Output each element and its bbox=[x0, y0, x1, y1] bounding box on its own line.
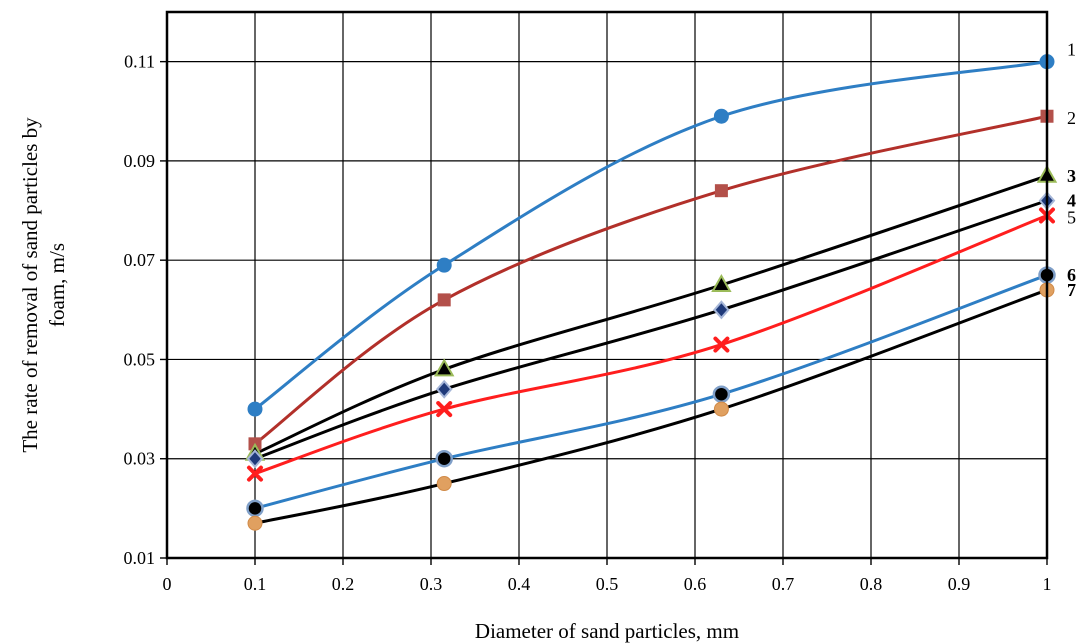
x-tick-label: 0.2 bbox=[332, 574, 355, 594]
series-1-line bbox=[253, 60, 1049, 411]
y-tick-label: 0.03 bbox=[124, 449, 156, 469]
series-7-label: 7 bbox=[1067, 280, 1076, 300]
series-7-line bbox=[253, 288, 1049, 525]
y-tick-label: 0.11 bbox=[124, 52, 155, 72]
y-tick-label: 0.07 bbox=[124, 250, 156, 270]
series-7-point bbox=[713, 401, 729, 417]
series-4-point bbox=[435, 379, 453, 399]
x-tick-label: 0.6 bbox=[684, 574, 707, 594]
series-2-label: 2 bbox=[1067, 108, 1076, 128]
x-tick-label: 0.8 bbox=[860, 574, 883, 594]
x-tick-label: 0.9 bbox=[948, 574, 971, 594]
y-tick-labels: 0.01 0.03 0.05 0.07 0.09 0.11 bbox=[124, 52, 156, 568]
series-3-point bbox=[433, 358, 455, 377]
y-axis-title-line-1: The rate of removal of sand particles by bbox=[18, 117, 42, 453]
series-5-point bbox=[713, 336, 730, 353]
series-6-label: 6 bbox=[1067, 265, 1076, 285]
series-5-point bbox=[247, 465, 263, 482]
series-6-line bbox=[253, 273, 1049, 510]
series-2-line bbox=[253, 114, 1049, 446]
x-tick-label: 0.3 bbox=[420, 574, 443, 594]
series-7-point bbox=[436, 476, 452, 492]
series-4-point bbox=[246, 449, 264, 469]
series-6-point bbox=[712, 385, 731, 403]
series-1-point bbox=[713, 108, 729, 124]
y-tick-label: 0.05 bbox=[124, 349, 156, 369]
series-4-line bbox=[253, 199, 1049, 461]
x-tick-label: 0.4 bbox=[508, 574, 531, 594]
x-tick-label: 0.7 bbox=[772, 574, 795, 594]
series-3-point bbox=[711, 273, 732, 292]
series-3-label: 3 bbox=[1067, 166, 1076, 186]
series-5-point-stroke bbox=[713, 336, 730, 353]
x-tick-label: 0.1 bbox=[244, 574, 267, 594]
y-axis-title-line-2: foam, m/s bbox=[45, 243, 69, 327]
series-5-point-stroke bbox=[436, 401, 453, 418]
plot-area-frame bbox=[165, 10, 1049, 560]
series-4-point bbox=[713, 300, 730, 320]
series-1-point bbox=[436, 257, 452, 273]
series-2-point bbox=[714, 184, 728, 198]
series-curves bbox=[253, 60, 1049, 525]
grid bbox=[160, 12, 1048, 565]
series-6-point bbox=[246, 499, 264, 518]
x-tick-label: 0.5 bbox=[596, 574, 619, 594]
series-markers bbox=[244, 54, 1058, 531]
series-2-point bbox=[437, 293, 451, 307]
x-tick-label: 1 bbox=[1043, 574, 1052, 594]
y-tick-label: 0.01 bbox=[124, 548, 156, 568]
x-tick-labels: 0 0.1 0.2 0.3 0.4 0.5 0.6 0.7 0.8 0.9 1 bbox=[163, 574, 1052, 594]
series-7-point bbox=[247, 515, 263, 531]
series-1-point bbox=[247, 401, 263, 417]
y-tick-label: 0.09 bbox=[124, 151, 156, 171]
y-axis-title: The rate of removal of sand particles by… bbox=[18, 117, 69, 453]
series-6-point bbox=[435, 449, 453, 468]
series-5-line bbox=[253, 214, 1049, 476]
series-4-label: 4 bbox=[1067, 191, 1076, 211]
series-5-label: 5 bbox=[1067, 208, 1076, 228]
series-5-point-stroke bbox=[247, 465, 263, 482]
series-5-point bbox=[436, 401, 453, 418]
x-axis-title: Diameter of sand particles, mm bbox=[475, 619, 739, 643]
series-3-line bbox=[253, 174, 1049, 456]
x-tick-label: 0 bbox=[163, 574, 172, 594]
series-1-label: 1 bbox=[1067, 40, 1076, 60]
